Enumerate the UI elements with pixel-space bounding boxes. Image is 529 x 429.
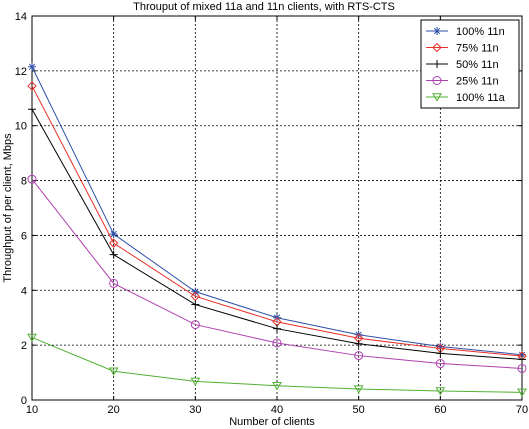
series-line (31, 85, 523, 357)
data-point (273, 324, 281, 333)
data-point (108, 238, 119, 248)
y-tick-label: 10 (15, 121, 27, 133)
y-tick-label: 4 (21, 285, 27, 297)
y-tick-label: 0 (21, 395, 27, 407)
series-3 (27, 174, 527, 373)
data-point (27, 174, 37, 184)
y-tick-label: 8 (21, 176, 27, 188)
legend-entry: 25% 11n (426, 76, 499, 88)
series-line (31, 337, 523, 393)
x-axis-label: Number of clients (229, 416, 315, 428)
legend-entry: 100% 11a (426, 92, 506, 104)
legend-entry: 50% 11n (426, 59, 499, 71)
data-point (190, 377, 201, 386)
data-point (109, 278, 119, 288)
x-tick-label: 10 (26, 404, 38, 416)
data-point (28, 105, 36, 114)
legend-marker (433, 60, 441, 68)
data-point (27, 81, 37, 91)
data-point (272, 382, 282, 391)
legend-marker (432, 76, 442, 85)
y-tick-label: 14 (15, 11, 27, 23)
legend-label: 75% 11n (456, 43, 499, 55)
series-line (31, 178, 523, 369)
data-point (435, 359, 445, 369)
legend-label: 100% 11a (456, 92, 506, 104)
data-point (109, 250, 118, 259)
x-tick-label: 70 (516, 404, 528, 416)
data-point (354, 339, 363, 348)
legend-marker (432, 42, 442, 53)
data-point (108, 367, 119, 376)
series-4 (27, 333, 527, 397)
y-tick-label: 6 (21, 230, 27, 242)
series-2 (28, 105, 526, 364)
data-point (272, 338, 282, 348)
data-point (354, 351, 364, 361)
x-tick-label: 40 (271, 404, 283, 416)
y-tick-label: 12 (15, 66, 27, 78)
y-tick-label: 2 (21, 340, 27, 352)
x-tick-label: 20 (108, 404, 120, 416)
data-point (518, 355, 526, 364)
legend-label: 50% 11n (456, 59, 499, 71)
data-point (517, 363, 527, 373)
legend-entry: 100% 11n (426, 26, 505, 38)
y-axis-label: Throughput of per client, Mbps (2, 133, 14, 283)
data-point (353, 385, 364, 394)
legend-entry: 75% 11n (426, 43, 499, 55)
data-point (436, 349, 445, 358)
x-tick-label: 50 (353, 404, 365, 416)
legend-marker (432, 93, 442, 102)
x-tick-label: 60 (434, 404, 446, 416)
data-point (28, 62, 36, 71)
data-point (27, 333, 37, 343)
data-point (191, 300, 200, 309)
data-point (435, 387, 446, 396)
legend-label: 25% 11n (456, 76, 499, 88)
legend-label: 100% 11n (456, 26, 505, 38)
legend-marker (433, 27, 441, 35)
x-tick-label: 30 (189, 404, 201, 416)
chart-title: Throuput of mixed 11a and 11n clients, w… (133, 1, 395, 13)
data-point (190, 291, 201, 302)
data-point (190, 320, 200, 330)
data-point (109, 230, 118, 239)
data-point (517, 388, 527, 397)
